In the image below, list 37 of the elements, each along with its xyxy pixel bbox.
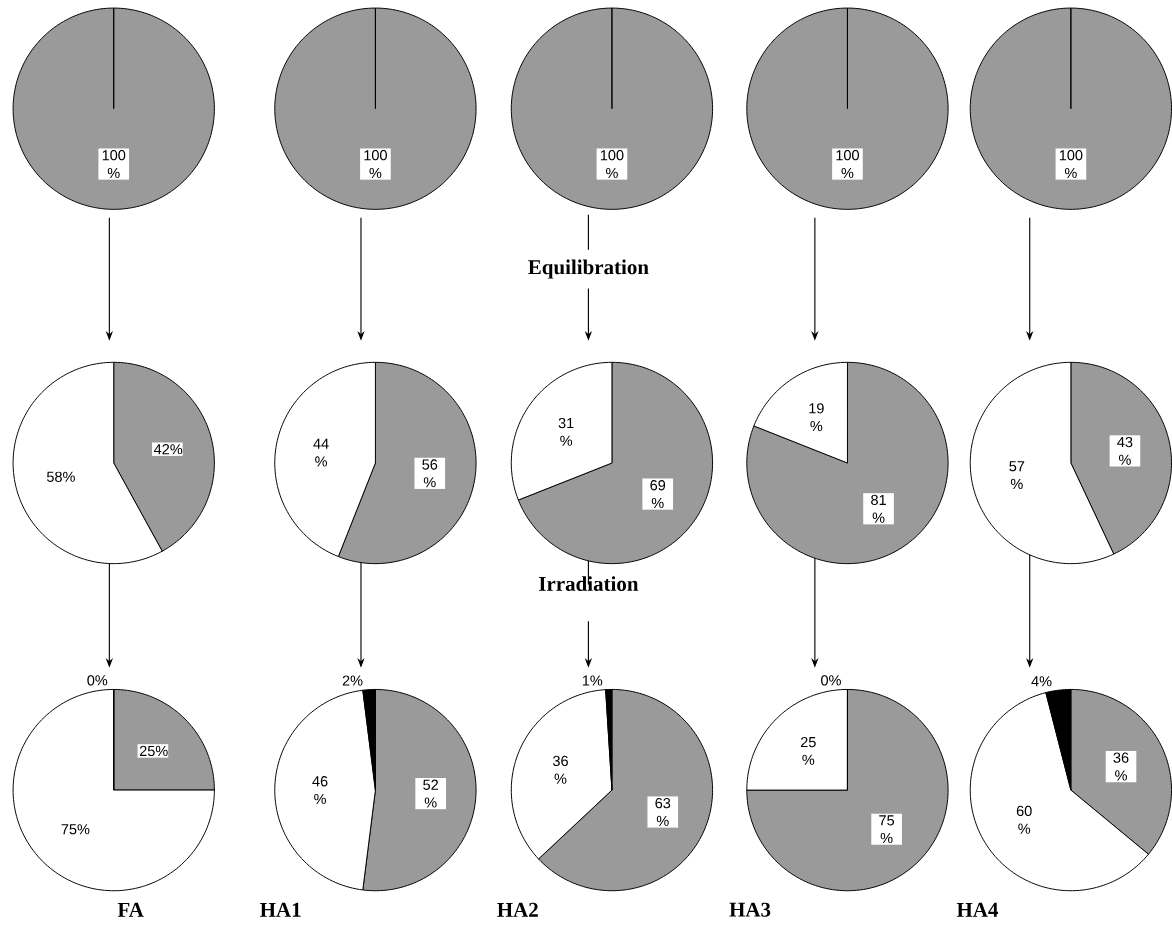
data-label: 36 %: [552, 755, 568, 784]
data-label: 31 %: [558, 417, 574, 446]
data-label: 100 %: [364, 150, 387, 179]
data-label: 60 %: [1016, 805, 1032, 834]
data-label: 100 %: [1059, 150, 1083, 179]
data-label: 25%: [139, 745, 168, 757]
data-label: 75%: [61, 824, 90, 835]
data-label: 100 %: [102, 150, 126, 179]
data-label: 44 %: [313, 438, 329, 467]
data-label: 46 %: [312, 776, 328, 805]
data-label: 4%: [1031, 676, 1052, 687]
data-label: 2%: [342, 675, 363, 686]
data-label: 56 %: [422, 459, 438, 488]
data-label: 100 %: [836, 150, 859, 179]
data-label: 36 %: [1113, 752, 1129, 781]
data-label: 52 %: [423, 779, 438, 808]
text: HA3: [729, 902, 771, 917]
data-label: 100 %: [600, 150, 624, 179]
data-label: 19 %: [809, 403, 824, 432]
text: HA2: [497, 902, 538, 917]
data-label: 57 %: [1009, 461, 1025, 489]
text: 0%: [87, 675, 108, 686]
data-label: 63 %: [655, 798, 671, 827]
text: Irradiation: [539, 576, 639, 591]
data-label: 58%: [46, 471, 75, 482]
data-label: 75 %: [879, 815, 895, 844]
text: HA4: [956, 902, 999, 917]
text: HA1: [260, 902, 301, 917]
data-label: 42%: [154, 444, 183, 455]
data-label: 81 %: [871, 494, 886, 523]
text: Equilibration: [528, 259, 649, 279]
data-label: 25 %: [800, 736, 816, 765]
data-label: 69 %: [650, 480, 666, 509]
data-label: 43 %: [1117, 436, 1133, 465]
text: FA: [117, 902, 144, 917]
text: 0%: [821, 675, 841, 686]
data-label: 1%: [582, 675, 603, 686]
